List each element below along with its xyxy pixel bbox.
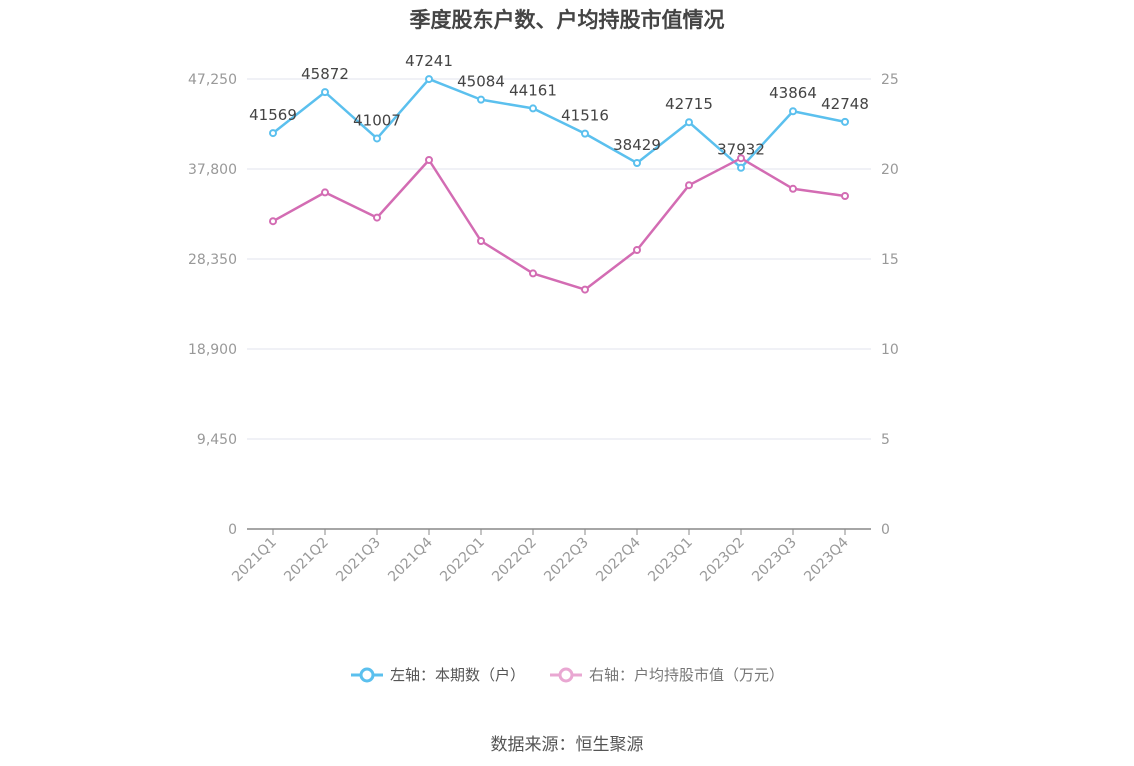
legend-right-label: 右轴：户均持股市值（万元）: [589, 666, 785, 684]
legend-left-marker-icon: [350, 667, 383, 682]
data-label: 45084: [457, 73, 505, 91]
x-axis-tick-label: 2021Q2: [281, 535, 332, 586]
avg-value-point: [529, 269, 537, 278]
avg-value-point: [269, 217, 277, 226]
data-label: 45872: [301, 65, 349, 83]
chart-title: 季度股东户数、户均持股市值情况: [409, 8, 725, 32]
legend-item-right[interactable]: 右轴：户均持股市值（万元）: [549, 664, 784, 685]
holders-point: [581, 129, 589, 138]
avg-value-point: [789, 184, 797, 193]
data-label: 47241: [405, 52, 453, 70]
data-label: 38429: [613, 136, 661, 154]
left-axis-tick-label: 0: [228, 522, 237, 538]
x-axis-tick-label: 2022Q2: [489, 535, 540, 586]
x-axis-tick-label: 2021Q1: [229, 535, 280, 586]
holders-point: [633, 159, 641, 168]
avg-value-point: [477, 237, 485, 245]
data-label: 41007: [353, 111, 401, 129]
holders-point: [425, 75, 433, 84]
right-axis-tick-label: 5: [881, 432, 890, 448]
data-label: 41516: [561, 107, 609, 125]
left-axis-tick-label: 47,250: [188, 72, 237, 88]
avg-value-point: [581, 285, 589, 294]
left-axis-tick-label: 18,900: [188, 342, 237, 358]
holders-point: [477, 95, 485, 104]
holders-point: [373, 134, 381, 143]
holders-point: [685, 118, 693, 127]
x-axis-tick-label: 2023Q3: [749, 535, 800, 586]
data-label: 41569: [249, 106, 297, 124]
holders-point: [789, 107, 797, 116]
x-axis-tick-label: 2021Q3: [333, 535, 384, 586]
left-axis-tick-label: 37,800: [188, 162, 237, 178]
avg-value-point: [633, 246, 641, 254]
avg-value-point: [425, 156, 433, 164]
holders-line: [272, 77, 846, 169]
right-axis-tick-label: 25: [881, 72, 899, 88]
right-axis-tick-label: 0: [881, 522, 890, 538]
x-axis-tick-label: 2023Q2: [697, 535, 748, 586]
data-label: 42748: [821, 95, 869, 113]
avg-value-point: [321, 188, 329, 197]
legend: 左轴：本期数（户） 右轴：户均持股市值（万元）: [0, 664, 1134, 685]
holders-point: [529, 104, 537, 113]
holders-point: [269, 129, 277, 138]
data-label: 43864: [769, 84, 817, 102]
avg-value-point: [737, 154, 745, 163]
legend-left-label: 左轴：本期数（户）: [389, 666, 525, 684]
x-axis-tick-label: 2021Q4: [385, 534, 436, 585]
source-note: 数据来源：恒生聚源: [490, 735, 644, 755]
holders-point: [737, 163, 745, 172]
data-label: 37932: [717, 141, 765, 159]
left-axis-tick-label: 9,450: [197, 432, 237, 448]
legend-right-marker-icon: [550, 667, 582, 682]
x-axis-tick-label: 2022Q4: [593, 534, 644, 585]
data-label: 44161: [509, 81, 557, 99]
avg-value-point: [685, 181, 693, 190]
avg-value-point: [841, 192, 849, 200]
x-axis-tick-label: 2022Q1: [437, 535, 488, 586]
x-axis-tick-label: 2023Q1: [645, 535, 696, 586]
holders-point: [321, 88, 329, 97]
x-axis-tick-label: 2022Q3: [541, 535, 592, 586]
left-axis-tick-label: 28,350: [188, 252, 237, 268]
legend-item-left[interactable]: 左轴：本期数（户）: [350, 664, 525, 685]
right-axis-tick-label: 20: [881, 162, 899, 178]
avg-value-point: [373, 213, 381, 222]
avg-value-line: [272, 156, 846, 291]
data-label: 42715: [665, 95, 713, 113]
right-axis-tick-label: 15: [881, 252, 899, 268]
holders-point: [841, 117, 849, 126]
x-axis-tick-label: 2023Q4: [801, 534, 852, 585]
right-axis-tick-label: 10: [881, 342, 899, 358]
